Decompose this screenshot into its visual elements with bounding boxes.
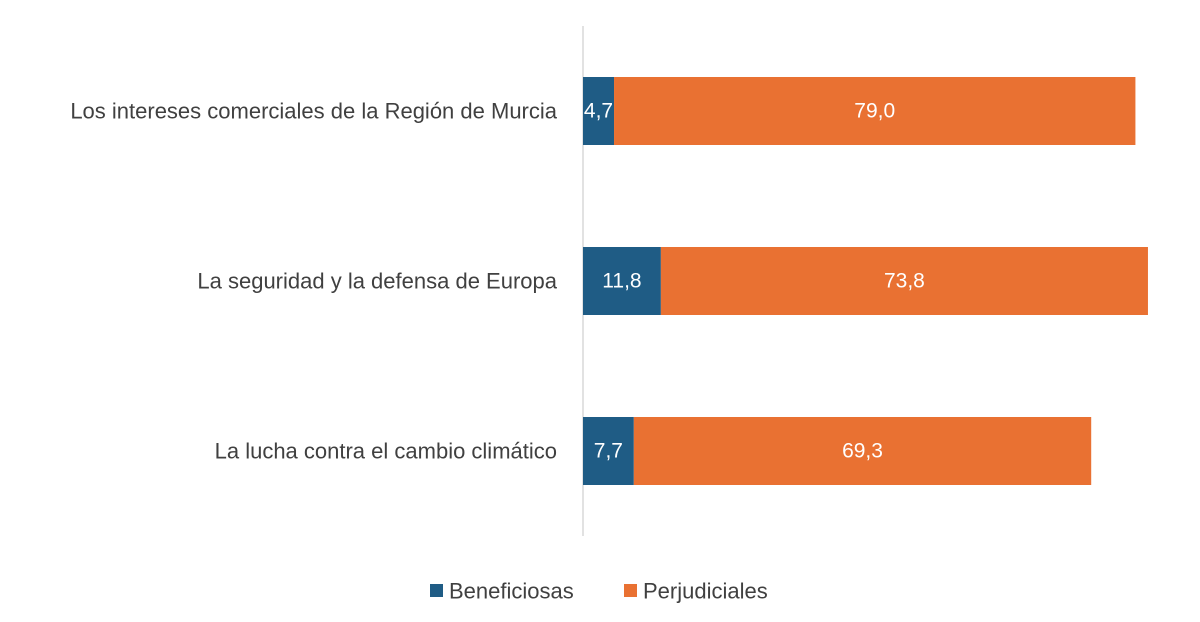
data-label-perjudiciales-2: 73,8 xyxy=(884,270,925,293)
bar-beneficiosas-3 xyxy=(583,417,634,485)
bar-perjudiciales-2 xyxy=(660,247,1148,315)
bar-beneficiosas-2 xyxy=(583,247,661,315)
data-label-perjudiciales-3: 69,3 xyxy=(842,440,883,463)
category-label-2: La seguridad y la defensa de Europa xyxy=(197,269,557,294)
data-label-beneficiosas-3: 7,7 xyxy=(594,440,623,463)
category-label-3: La lucha contra el cambio climático xyxy=(215,439,557,464)
labels-group: Los intereses comerciales de la Región d… xyxy=(70,99,925,464)
legend: Beneficiosas Perjudiciales xyxy=(430,579,768,604)
legend-swatch-beneficiosas xyxy=(430,584,443,597)
data-label-perjudiciales-1: 79,0 xyxy=(854,100,895,123)
bars-group xyxy=(583,77,1148,485)
data-label-beneficiosas-2: 11,8 xyxy=(602,270,641,293)
bar-perjudiciales-1 xyxy=(614,77,1136,145)
legend-label-beneficiosas: Beneficiosas xyxy=(449,579,574,604)
data-label-beneficiosas-1: 4,7 xyxy=(584,100,613,123)
legend-label-perjudiciales: Perjudiciales xyxy=(643,579,768,604)
bar-beneficiosas-1 xyxy=(583,77,615,145)
bar-perjudiciales-3 xyxy=(633,417,1092,485)
category-label-1: Los intereses comerciales de la Región d… xyxy=(70,99,557,124)
legend-swatch-perjudiciales xyxy=(624,584,637,597)
